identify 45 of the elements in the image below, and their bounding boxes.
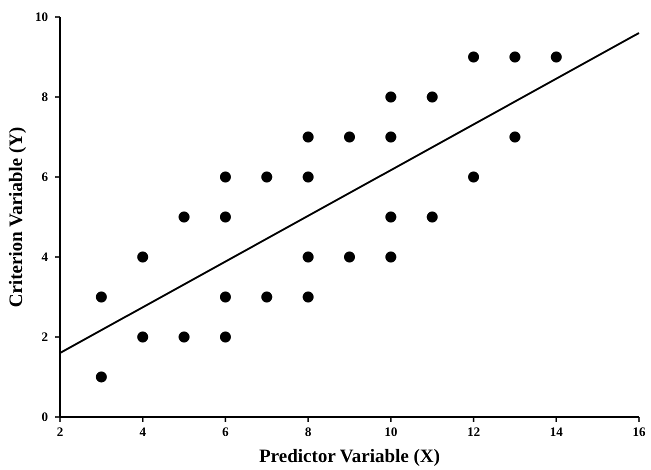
x-tick-label: 6	[222, 424, 230, 439]
x-tick-label: 10	[384, 424, 398, 439]
y-tick-label: 4	[42, 249, 48, 264]
y-tick-label: 6	[42, 169, 48, 184]
x-tick-label: 12	[467, 424, 480, 439]
point	[550, 52, 562, 62]
y-tick-label: 2	[42, 329, 48, 344]
point	[468, 172, 480, 182]
point	[385, 212, 396, 222]
point	[261, 292, 272, 302]
point	[302, 292, 314, 302]
point	[302, 252, 314, 262]
point	[302, 172, 314, 182]
point	[220, 332, 231, 342]
point	[344, 252, 355, 262]
x-tick-label: 8	[304, 424, 312, 439]
point	[261, 172, 272, 182]
point	[509, 132, 520, 142]
point	[220, 292, 231, 302]
point	[426, 92, 438, 102]
point	[220, 172, 231, 182]
y-axis-title: Criterion Variable (Y)	[6, 126, 27, 308]
x-tick-label: 2	[56, 424, 64, 439]
y-tick-label: 0	[42, 409, 48, 424]
point	[137, 252, 148, 262]
y-tick-label: 10	[35, 9, 48, 24]
point	[385, 132, 396, 142]
point	[344, 132, 355, 142]
x-tick-label: 16	[632, 424, 646, 439]
x-tick-label: 4	[139, 424, 146, 439]
point	[426, 212, 438, 222]
point	[178, 332, 190, 342]
point	[385, 92, 396, 102]
point	[302, 132, 314, 142]
point	[137, 332, 148, 342]
point	[96, 372, 107, 382]
point	[468, 52, 480, 62]
y-tick-label: 8	[42, 89, 48, 104]
point	[385, 252, 396, 262]
x-axis-title: Predictor Variable (X)	[259, 446, 440, 467]
x-tick-label: 14	[550, 424, 564, 439]
point	[509, 52, 520, 62]
point	[178, 212, 190, 222]
point	[220, 212, 231, 222]
point	[96, 292, 107, 302]
